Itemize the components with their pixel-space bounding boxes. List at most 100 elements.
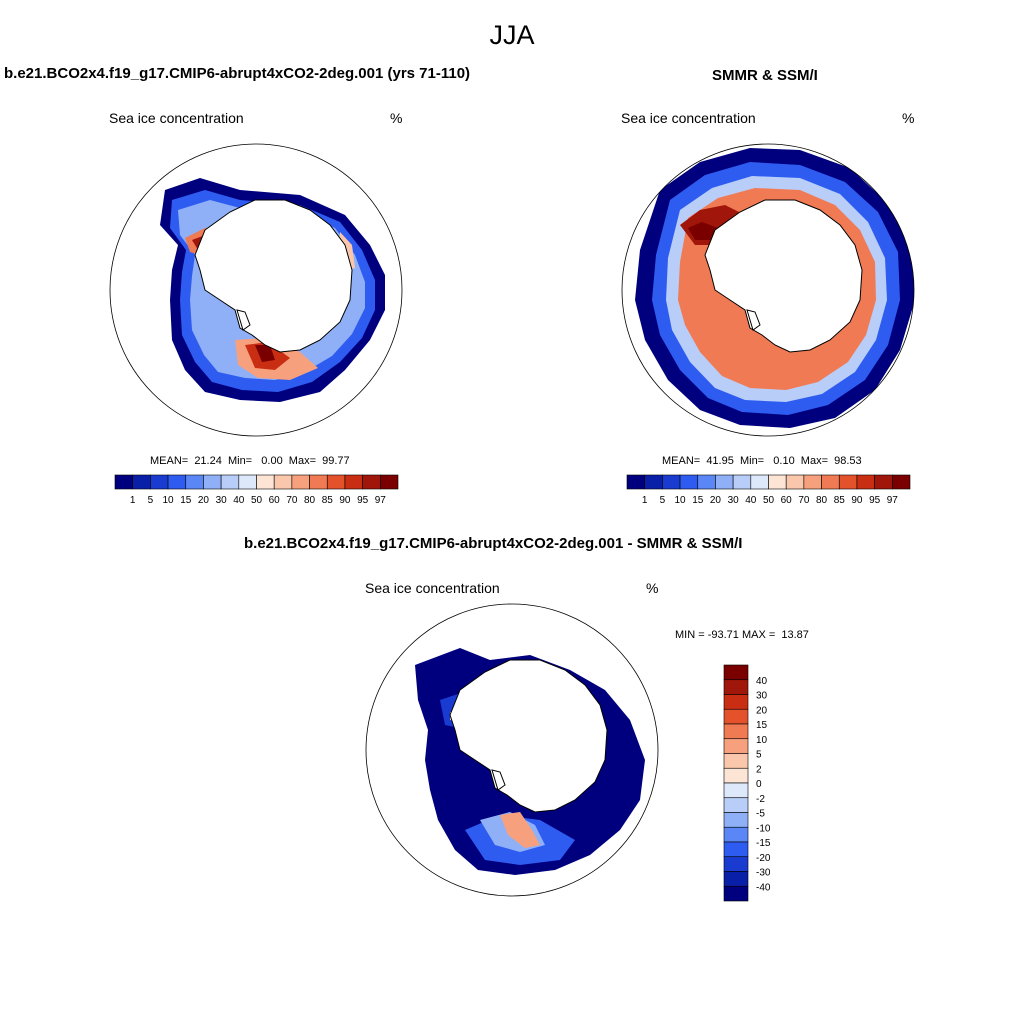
diff-colorbar-tick-label: 2 <box>756 764 762 775</box>
obs-colorbar-swatch <box>821 474 840 490</box>
panel-3-title: b.e21.BCO2x4.f19_g17.CMIP6-abrupt4xCO2-2… <box>244 535 743 552</box>
diff-colorbar-swatch <box>723 797 749 813</box>
panel-1-variable-label: Sea ice concentration <box>109 110 244 126</box>
panel-3-units-label: % <box>646 580 659 596</box>
model-colorbar-tick-label: 1 <box>130 495 136 506</box>
model-colorbar-swatch <box>380 474 399 490</box>
diff-colorbar-tick-label: -2 <box>756 794 765 805</box>
diff-colorbar-tick-label: 0 <box>756 779 762 790</box>
diff-colorbar-tick-label: 15 <box>756 720 768 731</box>
panel-1-title: b.e21.BCO2x4.f19_g17.CMIP6-abrupt4xCO2-2… <box>4 65 471 82</box>
map-difference-boundary <box>365 603 659 897</box>
obs-colorbar-swatch <box>892 474 911 490</box>
model-colorbar-tick-label: 40 <box>233 495 245 506</box>
diff-colorbar-swatch <box>723 694 749 710</box>
obs-colorbar-swatch <box>750 474 769 490</box>
model-colorbar-swatch <box>167 474 187 490</box>
diff-colorbar-tick-label: 10 <box>756 735 768 746</box>
model-antarctica <box>194 199 353 353</box>
model-colorbar-swatch <box>362 474 381 490</box>
obs-colorbar-tick-label: 90 <box>851 495 863 506</box>
diff-colorbar-tick-label: -30 <box>756 868 771 879</box>
obs-colorbar-tick-label: 1 <box>642 495 648 506</box>
panel-3-stats: MIN = -93.71 MAX = 13.87 <box>675 629 809 641</box>
obs-colorbar-tick-label: 60 <box>781 495 793 506</box>
diff-colorbar-tick-label: 5 <box>756 750 762 761</box>
obs-colorbar-swatch <box>768 474 787 490</box>
obs-colorbar-swatch <box>874 474 893 490</box>
diff-colorbar-tick-label: -40 <box>756 882 771 893</box>
model-colorbar-swatch <box>256 474 275 490</box>
diff-colorbar-tick-label: -5 <box>756 809 765 820</box>
map-difference <box>415 648 645 875</box>
main-title: JJA <box>489 20 535 50</box>
model-colorbar-tick-label: 95 <box>357 495 369 506</box>
map-observations <box>635 148 914 428</box>
diff-colorbar-swatch <box>723 871 749 887</box>
obs-colorbar-tick-label: 15 <box>692 495 704 506</box>
obs-colorbar-swatch <box>785 474 805 490</box>
diff-colorbar-tick-label: 30 <box>756 691 768 702</box>
obs-colorbar-tick-label: 97 <box>887 495 899 506</box>
diff-colorbar-swatch <box>723 856 749 872</box>
panel-2-variable-label: Sea ice concentration <box>621 110 756 126</box>
panel-3-variable-label: Sea ice concentration <box>365 580 500 596</box>
diff-colorbar-swatch <box>723 885 749 902</box>
model-colorbar-tick-label: 90 <box>339 495 351 506</box>
obs-colorbar-tick-label: 5 <box>660 495 666 506</box>
colorbar-observations: 1 5 10 15 20 30 40 50 60 70 80 85 90 95 97 <box>626 474 911 506</box>
diff-colorbar-tick-label: 20 <box>756 705 768 716</box>
diff-colorbar-tick-label: -10 <box>756 823 771 834</box>
panel-2-units-label: % <box>902 110 915 126</box>
obs-colorbar-swatch <box>644 474 663 490</box>
diff-antarctica <box>449 659 608 813</box>
colorbar-model: 1 5 10 15 20 30 40 50 60 70 80 85 90 95 97 <box>114 474 399 506</box>
diff-colorbar-swatch <box>723 708 749 725</box>
diff-colorbar-swatch <box>723 738 749 754</box>
diff-colorbar-swatch <box>723 812 749 828</box>
obs-colorbar-tick-label: 20 <box>710 495 722 506</box>
model-colorbar-swatch <box>114 474 133 490</box>
map-model <box>160 178 385 402</box>
model-colorbar-swatch <box>291 474 310 490</box>
panel-2-stats: MEAN= 41.95 Min= 0.10 Max= 98.53 <box>662 455 862 467</box>
model-colorbar-swatch <box>185 474 204 490</box>
model-colorbar-tick-label: 10 <box>163 495 175 506</box>
panel-1-stats: MEAN= 21.24 Min= 0.00 Max= 99.77 <box>150 455 350 467</box>
panel-1-units-label: % <box>390 110 403 126</box>
obs-colorbar-tick-label: 85 <box>834 495 846 506</box>
diff-colorbar-tick-label: 40 <box>756 676 768 687</box>
obs-colorbar-tick-label: 10 <box>675 495 687 506</box>
obs-colorbar-swatch <box>715 474 734 490</box>
diff-colorbar-swatch <box>723 841 749 858</box>
obs-colorbar-swatch <box>803 474 822 490</box>
model-colorbar-tick-label: 85 <box>322 495 334 506</box>
model-colorbar-swatch <box>309 474 328 490</box>
diff-colorbar-swatch <box>723 782 749 799</box>
model-colorbar-tick-label: 70 <box>286 495 298 506</box>
model-colorbar-swatch <box>150 474 169 490</box>
obs-colorbar-swatch <box>679 474 699 490</box>
obs-colorbar-swatch <box>662 474 681 490</box>
diff-colorbar-swatch <box>723 679 749 695</box>
model-colorbar-swatch <box>132 474 151 490</box>
diff-colorbar-swatch <box>723 664 749 681</box>
model-colorbar-tick-label: 80 <box>304 495 316 506</box>
obs-antarctica <box>704 199 863 353</box>
obs-colorbar-swatch <box>732 474 752 490</box>
obs-colorbar-tick-label: 50 <box>763 495 775 506</box>
model-colorbar-swatch <box>220 474 240 490</box>
obs-colorbar-tick-label: 80 <box>816 495 828 506</box>
map-observations-boundary <box>621 143 915 437</box>
model-colorbar-swatch <box>203 474 222 490</box>
model-colorbar-swatch <box>344 474 363 490</box>
model-colorbar-swatch <box>238 474 257 490</box>
diff-colorbar-tick-label: -20 <box>756 853 771 864</box>
diff-colorbar-swatch <box>723 767 749 784</box>
model-colorbar-tick-label: 5 <box>148 495 154 506</box>
obs-colorbar-swatch <box>626 474 645 490</box>
obs-colorbar-swatch <box>856 474 875 490</box>
model-colorbar-swatch <box>326 474 346 490</box>
